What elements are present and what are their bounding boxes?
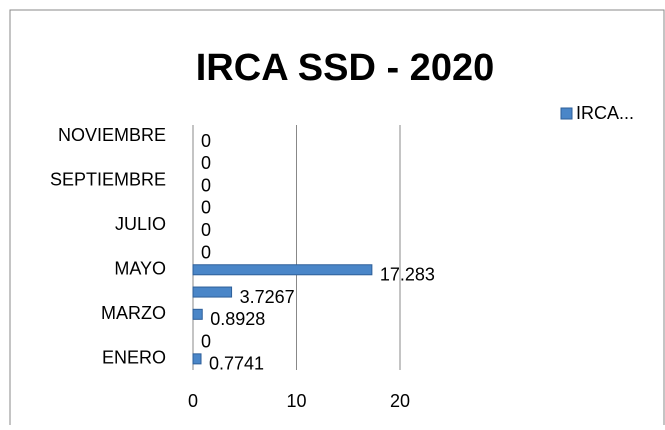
x-tick-label: 10	[286, 391, 306, 411]
data-label: 0	[201, 220, 211, 240]
y-tick-label: MARZO	[101, 303, 166, 323]
data-label: 0	[201, 131, 211, 151]
x-tick-label: 0	[188, 391, 198, 411]
legend-label: IRCA...	[576, 103, 634, 123]
data-label: 0	[201, 153, 211, 173]
bar	[192, 264, 373, 276]
bar	[192, 353, 202, 365]
chart-title: IRCA SSD - 2020	[196, 47, 494, 89]
bar	[192, 286, 233, 298]
data-label: 0	[201, 242, 211, 262]
data-label: 0.8928	[210, 309, 265, 329]
y-tick-label: NOVIEMBRE	[58, 125, 166, 145]
chart-frame	[9, 9, 665, 430]
y-tick-label: JULIO	[115, 214, 166, 234]
y-tick-label: MAYO	[114, 259, 166, 279]
legend-swatch	[560, 107, 573, 120]
data-label: 17.283	[380, 265, 435, 285]
data-label: 3.7267	[240, 287, 295, 307]
bar	[192, 308, 203, 320]
y-tick-label: ENERO	[102, 348, 166, 368]
x-tick-label: 20	[390, 391, 410, 411]
data-label: 0.7741	[209, 354, 264, 374]
data-label: 0	[201, 175, 211, 195]
y-tick-label: SEPTIEMBRE	[50, 169, 166, 189]
data-label: 0	[201, 331, 211, 351]
data-label: 0	[201, 198, 211, 218]
